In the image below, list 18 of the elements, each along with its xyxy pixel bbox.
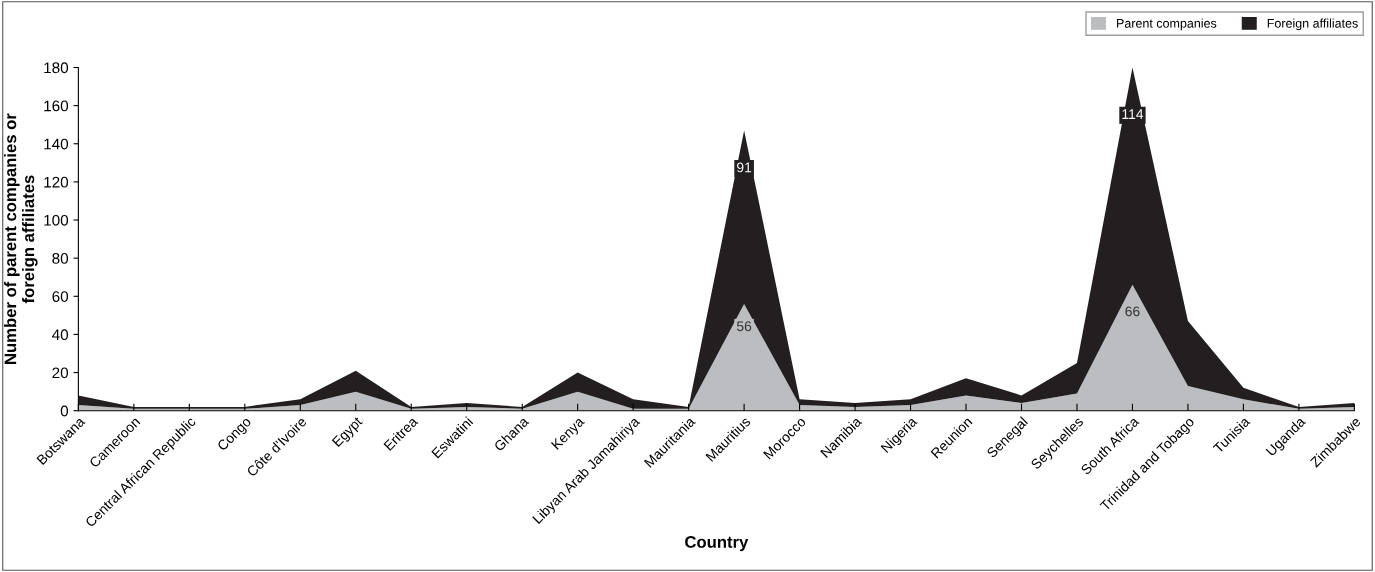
y-tick-label: 100 [44,214,69,226]
data-label: 114 [1122,109,1144,119]
legend-label: Foreign affiliates [1267,18,1358,31]
y-tick-label: 0 [60,405,69,417]
y-tick-label: 180 [44,62,69,74]
y-tick-label: 80 [52,253,69,264]
data-label: 91 [737,162,752,173]
x-axis-title: Country [685,536,749,552]
y-tick-label: 120 [44,176,69,188]
y-tick-label: 20 [52,367,69,379]
y-tick-label: 160 [44,100,69,112]
y-axis-title: Number of parent companies or foreign affiliates [4,113,38,364]
y-tick-label: 140 [44,138,69,150]
y-tick-label: 60 [52,291,69,302]
data-label: 66 [1125,306,1140,317]
legend-label: Parent companies [1117,18,1217,31]
data-label: 56 [736,321,752,332]
y-tick-label: 40 [52,329,69,341]
